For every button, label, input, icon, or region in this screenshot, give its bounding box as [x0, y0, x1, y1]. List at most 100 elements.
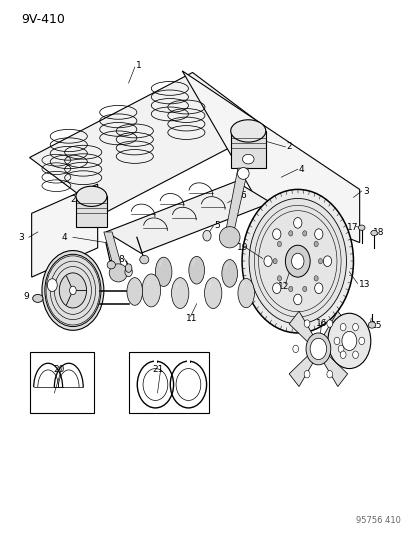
Ellipse shape [370, 230, 377, 236]
Circle shape [339, 351, 345, 359]
Circle shape [288, 286, 292, 292]
Ellipse shape [237, 278, 254, 308]
Ellipse shape [237, 167, 249, 179]
Circle shape [318, 259, 322, 264]
Polygon shape [288, 353, 315, 386]
Text: 1: 1 [136, 61, 141, 69]
Circle shape [59, 273, 86, 308]
Ellipse shape [33, 294, 43, 302]
Ellipse shape [155, 257, 171, 286]
Ellipse shape [107, 261, 115, 269]
Circle shape [314, 283, 322, 294]
Text: 14: 14 [340, 319, 351, 328]
Text: 18: 18 [373, 228, 384, 237]
Polygon shape [182, 71, 359, 243]
Circle shape [277, 241, 281, 247]
Text: 21: 21 [152, 365, 164, 374]
Polygon shape [225, 168, 248, 232]
Circle shape [302, 231, 306, 236]
Polygon shape [321, 353, 347, 386]
Circle shape [352, 351, 358, 359]
Polygon shape [230, 131, 265, 168]
Circle shape [263, 256, 271, 266]
Circle shape [323, 256, 331, 266]
Text: 2: 2 [70, 195, 76, 204]
Circle shape [288, 231, 292, 236]
Bar [186, 357, 190, 364]
Polygon shape [321, 311, 347, 345]
Bar [128, 352, 209, 413]
Circle shape [341, 332, 356, 351]
Text: 9V-410: 9V-410 [21, 13, 65, 26]
Ellipse shape [140, 255, 148, 264]
Ellipse shape [230, 120, 265, 142]
Circle shape [352, 324, 358, 331]
Circle shape [313, 241, 318, 247]
Text: 6: 6 [240, 191, 246, 200]
Circle shape [304, 370, 309, 378]
Ellipse shape [188, 256, 204, 284]
Ellipse shape [242, 155, 254, 164]
Text: 12: 12 [277, 281, 289, 290]
Text: 5: 5 [214, 221, 219, 230]
Circle shape [358, 337, 364, 345]
Text: 10: 10 [49, 286, 61, 295]
Ellipse shape [127, 278, 142, 305]
Text: 3: 3 [18, 233, 24, 243]
Bar [153, 357, 157, 364]
Polygon shape [31, 184, 97, 277]
Text: 5: 5 [108, 260, 114, 269]
Circle shape [313, 276, 318, 281]
Polygon shape [104, 232, 122, 269]
Text: 8: 8 [118, 255, 124, 263]
Text: 4: 4 [298, 165, 304, 174]
Text: 20: 20 [53, 365, 65, 374]
Text: 4: 4 [62, 233, 67, 243]
Circle shape [125, 267, 132, 277]
Circle shape [293, 294, 301, 305]
Ellipse shape [204, 278, 221, 309]
Circle shape [42, 251, 104, 330]
Circle shape [272, 259, 276, 264]
Circle shape [304, 320, 309, 327]
Text: 2: 2 [286, 142, 292, 151]
Circle shape [314, 229, 322, 239]
Bar [29, 352, 93, 413]
Ellipse shape [219, 227, 240, 248]
Text: 16: 16 [315, 319, 327, 328]
Circle shape [305, 333, 330, 365]
Circle shape [309, 338, 326, 360]
Circle shape [277, 276, 281, 281]
Text: 15: 15 [370, 321, 382, 330]
Polygon shape [288, 311, 315, 345]
Circle shape [337, 345, 343, 353]
Ellipse shape [221, 260, 237, 287]
Circle shape [272, 229, 280, 239]
Circle shape [202, 230, 211, 241]
Circle shape [272, 283, 280, 294]
Circle shape [242, 189, 353, 333]
Circle shape [249, 198, 346, 324]
Polygon shape [76, 196, 107, 227]
Circle shape [293, 217, 301, 228]
Circle shape [69, 286, 76, 295]
Text: 95756 410: 95756 410 [355, 516, 400, 525]
Circle shape [326, 370, 332, 378]
Text: 19: 19 [236, 244, 248, 253]
Text: 11: 11 [186, 314, 197, 323]
Circle shape [326, 320, 332, 327]
Text: 3: 3 [362, 187, 368, 196]
Ellipse shape [109, 264, 127, 282]
Ellipse shape [368, 322, 375, 328]
Text: 13: 13 [358, 279, 370, 288]
Polygon shape [106, 181, 270, 253]
Text: 9: 9 [24, 292, 29, 301]
Text: 7: 7 [71, 303, 77, 312]
Ellipse shape [358, 225, 364, 230]
Circle shape [292, 345, 298, 353]
Circle shape [327, 313, 370, 368]
Text: 17: 17 [346, 223, 357, 232]
Circle shape [339, 324, 345, 331]
Circle shape [291, 253, 303, 269]
Circle shape [125, 264, 132, 272]
